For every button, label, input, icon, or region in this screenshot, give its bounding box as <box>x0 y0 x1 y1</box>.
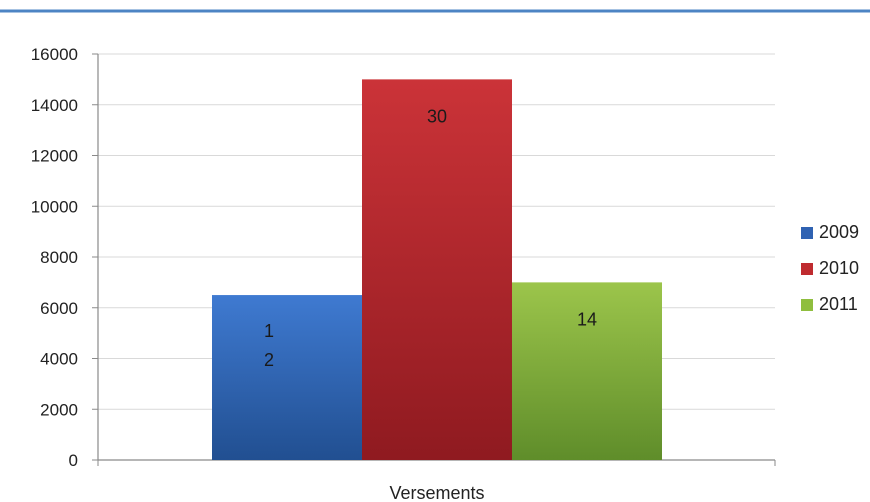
legend-swatch-2010 <box>801 263 813 275</box>
bar-data-label-2009-line-2: 2 <box>264 350 274 370</box>
legend-swatch-2009 <box>801 227 813 239</box>
bar-data-label-2011: 14 <box>577 309 597 329</box>
y-tick-label: 8000 <box>40 248 78 267</box>
y-tick-label: 4000 <box>40 350 78 369</box>
bar-2011 <box>512 282 662 460</box>
legend-label-2010: 2010 <box>819 258 859 278</box>
y-tick-labels: 0 2000 4000 6000 8000 10000 12000 14000 16000 <box>31 45 78 470</box>
bar-data-labels: 1 2 30 14 <box>264 106 597 370</box>
y-tick-label: 10000 <box>31 197 78 216</box>
legend-label-2011: 2011 <box>819 294 858 314</box>
y-tick-label: 16000 <box>31 45 78 64</box>
legend-label-2009: 2009 <box>819 222 859 242</box>
bar-2009 <box>212 295 362 460</box>
legend: 2009 2010 2011 <box>801 222 859 314</box>
y-tick-label: 6000 <box>40 299 78 318</box>
category-labels: Versements <box>389 483 484 502</box>
y-tick-label: 0 <box>69 451 78 470</box>
y-tick-label: 12000 <box>31 147 78 166</box>
bar-2010 <box>362 79 512 460</box>
bar-data-label-2009-line-1: 1 <box>264 321 274 341</box>
legend-swatch-2011 <box>801 299 813 311</box>
bars <box>212 79 662 460</box>
y-tick-label: 2000 <box>40 400 78 419</box>
y-tick-label: 14000 <box>31 96 78 115</box>
bar-data-label-2010: 30 <box>427 106 447 126</box>
x-category-label: Versements <box>389 483 484 502</box>
